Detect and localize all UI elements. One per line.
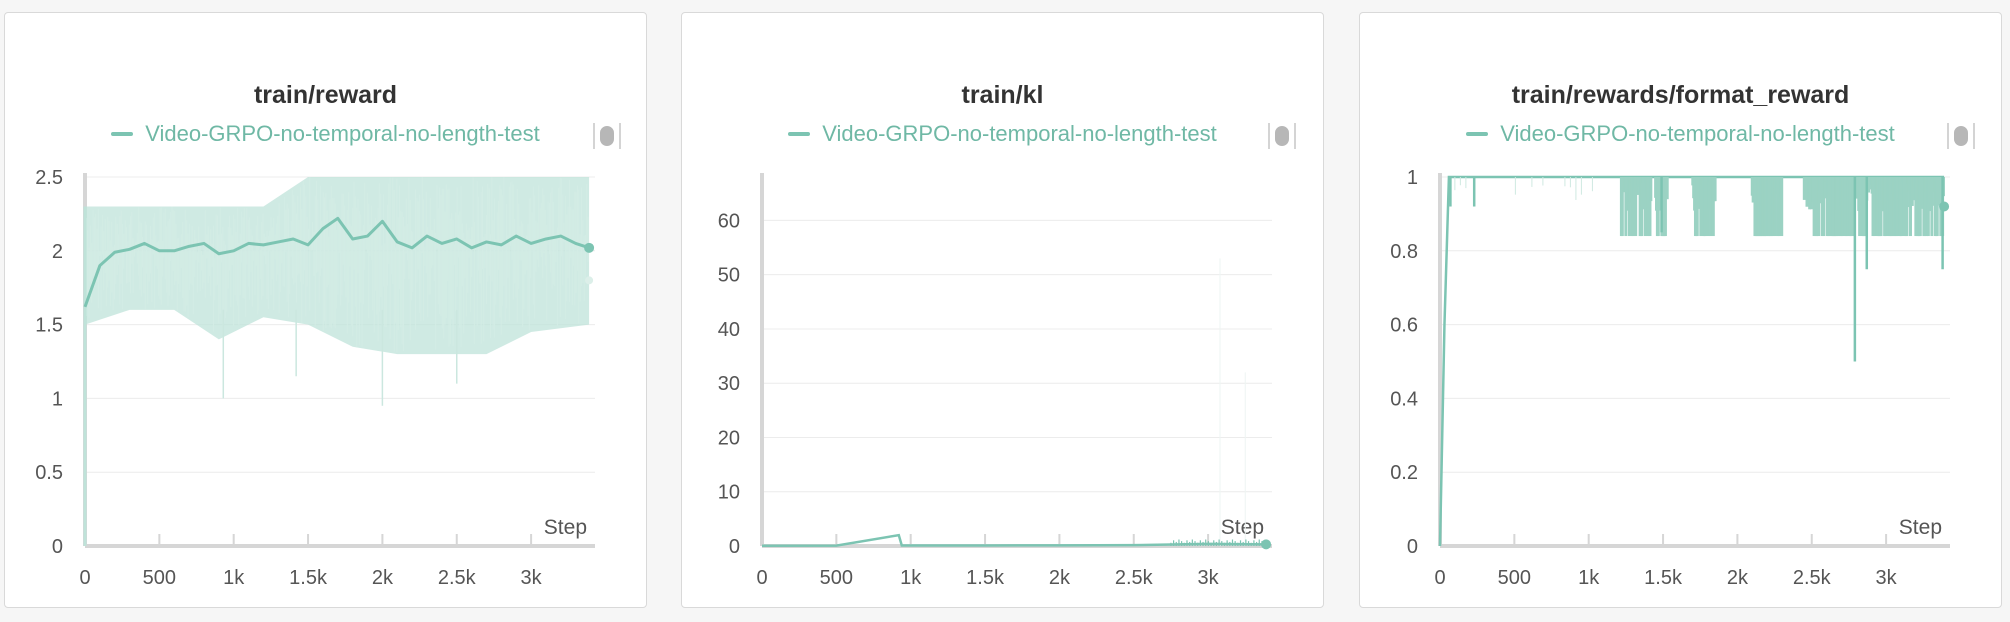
y-tick-label: 2 xyxy=(52,241,63,263)
chart-panel-train-kl[interactable]: 0 10 20 30 40 50 60 0 500 1k 1.5k 2k 2.5k 3k Step trai… xyxy=(681,12,1324,608)
x-axis-label: Step xyxy=(1221,516,1264,539)
legend-label: Video-GRPO-no-temporal-no-length-test xyxy=(822,121,1217,146)
last-raw-point xyxy=(585,276,594,285)
y-tick-label: 10 xyxy=(718,482,740,504)
y-tick-label: 0 xyxy=(52,536,63,558)
x-tick-label: 0 xyxy=(79,567,90,589)
x-tick-label: 2.5k xyxy=(438,567,477,589)
chart-title: train/kl xyxy=(961,81,1044,109)
x-tick-label: 1.5k xyxy=(289,567,328,589)
x-axis-label: Step xyxy=(1899,516,1942,539)
chart-panel-format-reward[interactable]: 0 0.2 0.4 0.6 0.8 1 0 500 1k 1.5k 2k 2.5k 3k Step tra… xyxy=(1359,12,2002,608)
toggle-knob xyxy=(600,126,614,146)
y-tick-label: 40 xyxy=(718,319,740,341)
last-point xyxy=(1261,539,1272,550)
x-tick-label: 3k xyxy=(1876,567,1898,589)
format-line xyxy=(1438,175,1945,547)
x-tick-label: 0 xyxy=(756,567,767,589)
x-tick-label: 2k xyxy=(372,567,394,589)
x-tick-label: 500 xyxy=(1498,567,1531,589)
chart-svg-train-reward: 0 0.5 1 1.5 2 2.5 0 500 1k 1.5k 2k 2.5k 3k Step xyxy=(35,167,595,589)
toggle-icon[interactable] xyxy=(1947,123,1975,149)
x-tick-label: 1k xyxy=(900,567,922,589)
x-tick-label: 2.5k xyxy=(1115,567,1154,589)
smoothed-line xyxy=(83,216,590,308)
y-tick-label: 30 xyxy=(718,373,740,395)
x-tick-label: 1k xyxy=(1578,567,1600,589)
toggle-icon[interactable] xyxy=(593,123,621,149)
legend-swatch xyxy=(788,132,811,136)
x-tick-label: 500 xyxy=(820,567,853,589)
x-tick-label: 1.5k xyxy=(1644,567,1683,589)
y-tick-label: 0 xyxy=(729,536,740,558)
x-tick-label: 3k xyxy=(521,567,543,589)
chart-svg-format-reward: 0 0.2 0.4 0.6 0.8 1 0 500 1k 1.5k 2k 2.5k 3k Step xyxy=(1390,167,1950,589)
y-tick-label: 0.5 xyxy=(35,462,63,484)
legend[interactable]: Video-GRPO-no-temporal-no-length-test xyxy=(682,121,1323,147)
toggle-knob xyxy=(1954,126,1968,146)
toggle-knob xyxy=(1275,126,1289,146)
legend-swatch xyxy=(111,132,134,136)
y-tick-label: 20 xyxy=(718,427,740,449)
x-tick-label: 1k xyxy=(223,567,245,589)
x-axis-label: Step xyxy=(544,516,587,539)
y-tick-label: 2.5 xyxy=(35,167,63,189)
legend[interactable]: Video-GRPO-no-temporal-no-length-test xyxy=(1360,121,2001,147)
x-tick-label: 0 xyxy=(1434,567,1445,589)
legend[interactable]: Video-GRPO-no-temporal-no-length-test xyxy=(5,121,646,147)
y-tick-label: 1 xyxy=(52,388,63,410)
chart-title: train/reward xyxy=(253,81,398,109)
legend-swatch xyxy=(1466,132,1489,136)
chart-panel-train-reward[interactable]: 0 0.5 1 1.5 2 2.5 0 500 1k 1.5k 2k 2.5k 3k Step train… xyxy=(4,12,647,608)
y-tick-label: 1.5 xyxy=(35,315,63,337)
y-tick-label: 50 xyxy=(718,265,740,287)
x-tick-label: 1.5k xyxy=(966,567,1005,589)
legend-label: Video-GRPO-no-temporal-no-length-test xyxy=(1500,121,1895,146)
y-tick-label: 1 xyxy=(1407,167,1418,189)
chart-title: train/rewards/format_reward xyxy=(1511,81,1850,109)
kl-line xyxy=(761,533,1267,547)
y-tick-label: 0.2 xyxy=(1390,462,1418,484)
x-tick-label: 500 xyxy=(143,567,176,589)
x-tick-label: 2k xyxy=(1049,567,1071,589)
x-tick-label: 3k xyxy=(1198,567,1220,589)
last-point xyxy=(584,242,595,253)
y-tick-label: 0.4 xyxy=(1390,388,1418,410)
chart-svg-train-kl: 0 10 20 30 40 50 60 0 500 1k 1.5k 2k 2.5k 3k Step xyxy=(718,173,1272,589)
y-tick-label: 0.8 xyxy=(1390,241,1418,263)
x-tick-label: 2.5k xyxy=(1793,567,1832,589)
toggle-icon[interactable] xyxy=(1268,123,1296,149)
legend-label: Video-GRPO-no-temporal-no-length-test xyxy=(145,121,540,146)
y-tick-label: 60 xyxy=(718,210,740,232)
x-tick-label: 2k xyxy=(1727,567,1749,589)
y-tick-label: 0 xyxy=(1407,536,1418,558)
last-point xyxy=(1939,201,1950,212)
y-tick-label: 0.6 xyxy=(1390,315,1418,337)
